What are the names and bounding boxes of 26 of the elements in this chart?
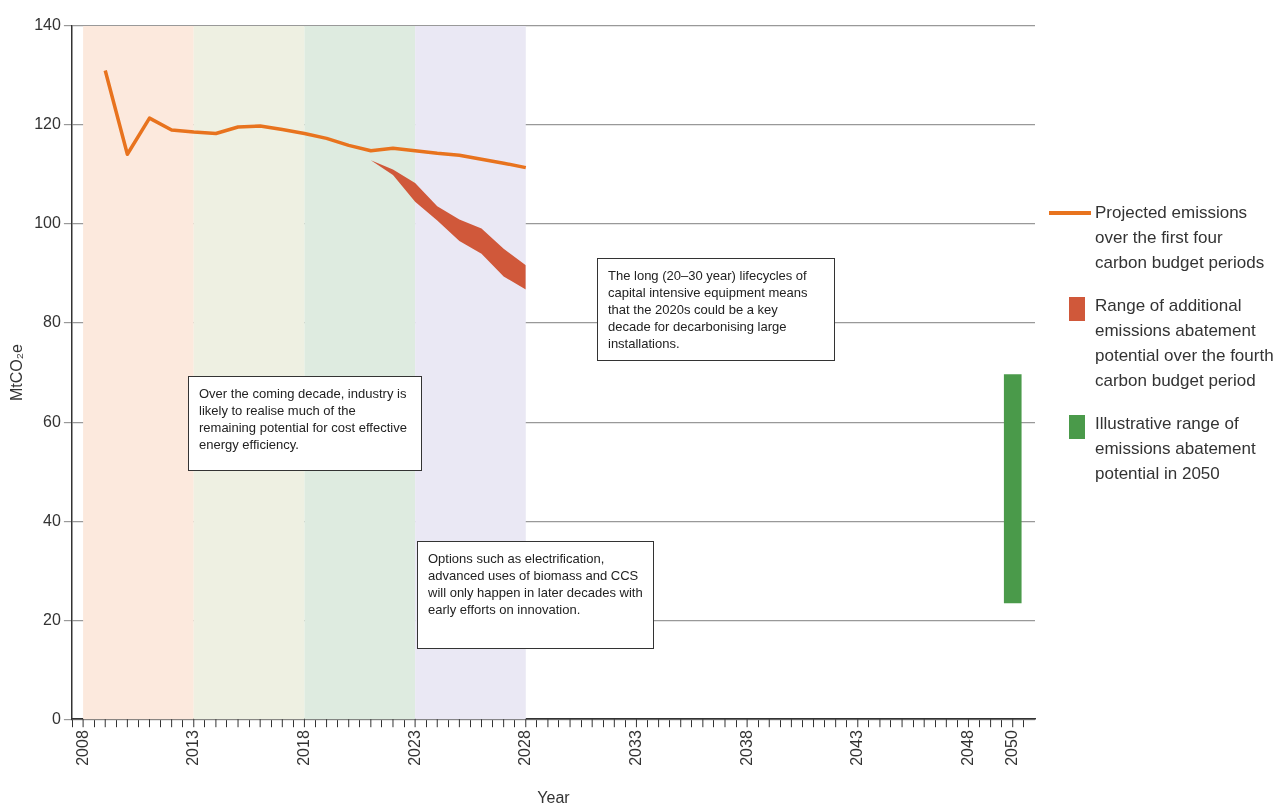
x-tick-label: 2043 xyxy=(848,730,866,766)
x-tick-label: 2033 xyxy=(626,730,644,766)
y-tick-label: 100 xyxy=(34,214,61,232)
y-tick-label: 140 xyxy=(34,16,61,34)
y-tick-label: 60 xyxy=(43,412,61,430)
x-tick-label: 2018 xyxy=(294,730,312,766)
y-tick-label: 20 xyxy=(43,610,61,628)
text-box: The long (20–30 year) lifecycles of capital intensive equipment means that the 2020s could be a key decade for decarbonising large installations. xyxy=(597,258,835,361)
x-tick-label: 2013 xyxy=(184,730,202,766)
x-tick-label: 2028 xyxy=(516,730,534,766)
y-tick-label: 120 xyxy=(34,115,61,133)
text-box: Options such as electrification, advanced uses of biomass and CCS will only happen in later decades with early efforts on innovation. xyxy=(417,541,654,649)
legend-label: Range of additional emissions abatement potential over the fourth carbon budget period xyxy=(1095,296,1274,390)
y-tick-label: 0 xyxy=(51,709,61,727)
x-tick-label: 2038 xyxy=(737,730,755,766)
legend-label: Projected emissions over the first four carbon budget periods xyxy=(1095,203,1265,272)
y-tick-label: 40 xyxy=(43,511,61,529)
legend-label: Illustrative range of emissions abatement potential in 2050 xyxy=(1095,414,1256,483)
x-tick-label: 2048 xyxy=(958,730,976,766)
x-tick-label: 2023 xyxy=(405,730,423,766)
y-tick-label: 80 xyxy=(43,313,61,331)
x-axis-title: Year xyxy=(537,788,571,806)
text-box: Over the coming decade, industry is likely to realise much of the remaining potential for cost effective energy efficiency. xyxy=(188,376,422,471)
x-tick-label: 2050 xyxy=(1003,730,1021,766)
x-tick-label: 2008 xyxy=(73,730,91,766)
y-axis-title: MtCO₂e xyxy=(8,344,26,402)
